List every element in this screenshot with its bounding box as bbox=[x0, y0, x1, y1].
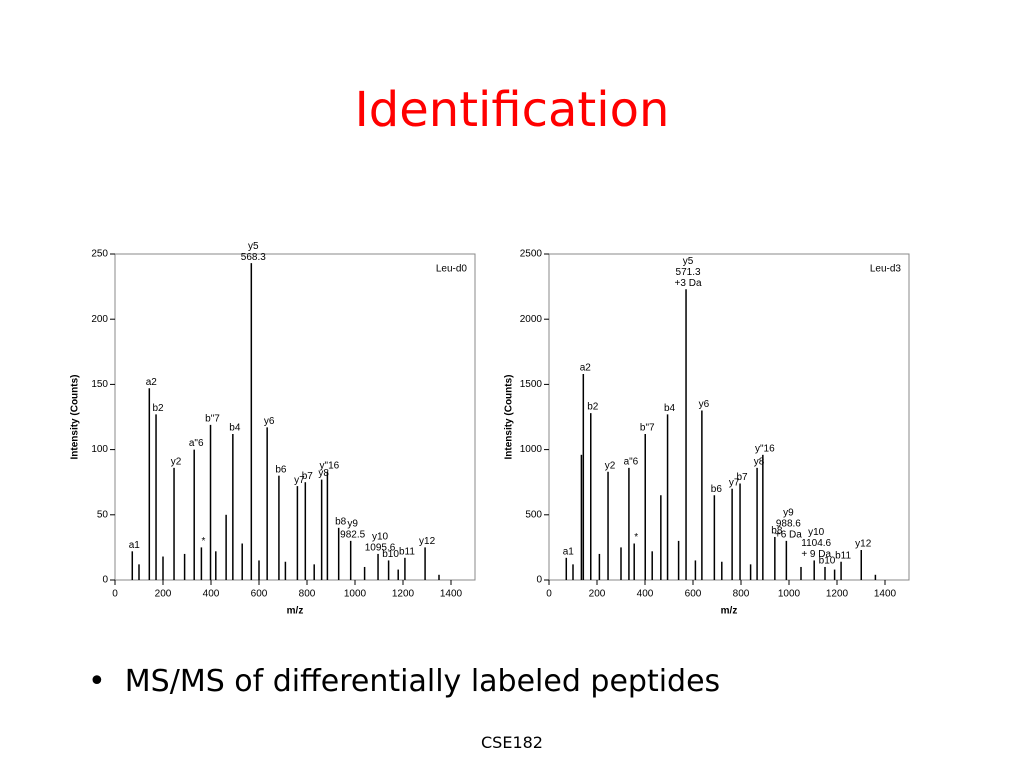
x-tick-label: 600 bbox=[685, 589, 702, 600]
x-axis-label: m/z bbox=[721, 606, 738, 617]
peak-label: y7 bbox=[729, 477, 740, 488]
x-tick-label: 200 bbox=[589, 589, 606, 600]
peak-label: b11 bbox=[399, 546, 415, 557]
peak-label: y12 bbox=[855, 539, 872, 550]
peak-label: 568.3 bbox=[241, 252, 266, 263]
peak-label: y9 bbox=[783, 508, 794, 519]
x-tick-label: 0 bbox=[546, 589, 552, 600]
peak-label: a1 bbox=[563, 546, 575, 557]
chart: 0 50 100 150 200 250 0 200 400 600 800 1000 1200 1400… bbox=[70, 241, 476, 617]
peak-label: b10 bbox=[819, 556, 836, 567]
x-tick-label: 400 bbox=[637, 589, 654, 600]
peak-label: b6 bbox=[275, 464, 287, 475]
peak-label: y6 bbox=[699, 399, 710, 410]
peak-label: a"6 bbox=[189, 438, 204, 449]
x-tick-label: 800 bbox=[733, 589, 750, 600]
peak-label: b7 bbox=[302, 471, 314, 482]
peak-label: a2 bbox=[146, 377, 158, 388]
peak-label: y"16 bbox=[320, 460, 340, 471]
peak-label: + 9 Da bbox=[801, 549, 831, 560]
peak-label: y5 bbox=[683, 256, 694, 267]
bullet-text: MS/MS of differentially labeled peptides bbox=[124, 664, 721, 699]
y-tick-label: 2000 bbox=[520, 314, 543, 325]
peak-label: y6 bbox=[264, 416, 275, 427]
y-axis-label: Intensity (Counts) bbox=[504, 375, 515, 460]
peak-label: b"7 bbox=[640, 423, 655, 434]
peak-label: y10 bbox=[808, 527, 825, 538]
y-axis-label: Intensity (Counts) bbox=[70, 375, 81, 460]
peak-label: b2 bbox=[152, 403, 164, 414]
legend-text: Leu-d3 bbox=[870, 264, 902, 275]
peak-label: b8 bbox=[335, 516, 347, 527]
peak-label: b4 bbox=[229, 423, 241, 434]
x-tick-label: 800 bbox=[299, 589, 316, 600]
y-tick-label: 500 bbox=[525, 509, 542, 520]
plot-frame bbox=[548, 253, 910, 581]
peak-label: b4 bbox=[664, 403, 676, 414]
y-tick-label: 2500 bbox=[520, 249, 543, 260]
x-tick-label: 400 bbox=[203, 589, 220, 600]
x-axis-label: m/z bbox=[287, 606, 304, 617]
x-tick-label: 1200 bbox=[392, 589, 415, 600]
y-tick-label: 0 bbox=[102, 575, 108, 586]
peak-label: b2 bbox=[587, 402, 599, 413]
peak-label: y8 bbox=[754, 456, 765, 467]
x-tick-label: 0 bbox=[112, 589, 118, 600]
peak-label: b"7 bbox=[205, 413, 220, 424]
peak-label: y5 bbox=[248, 241, 259, 252]
peak-label: y12 bbox=[419, 536, 436, 547]
peak-label: y"16 bbox=[755, 443, 775, 454]
y-tick-label: 1500 bbox=[520, 379, 543, 390]
peak-label: b8 bbox=[771, 526, 783, 537]
peak-label: 571.3 bbox=[676, 267, 701, 278]
x-tick-label: 1000 bbox=[778, 589, 801, 600]
x-tick-label: 1400 bbox=[440, 589, 463, 600]
peak-label: a1 bbox=[129, 540, 141, 551]
legend-text: Leu-d0 bbox=[436, 264, 468, 275]
peak-label: b11 bbox=[835, 550, 851, 561]
peak-label: y7 bbox=[294, 475, 305, 486]
peak-label: y2 bbox=[605, 460, 616, 471]
y-tick-label: 200 bbox=[91, 314, 108, 325]
x-tick-label: 1400 bbox=[874, 589, 897, 600]
peak-label: b7 bbox=[736, 472, 748, 483]
y-tick-label: 1000 bbox=[520, 444, 543, 455]
slide-title: Identification bbox=[354, 82, 670, 138]
bullet: • MS/MS of differentially labeled peptid… bbox=[88, 664, 721, 699]
footer: CSE182 bbox=[481, 733, 543, 752]
peak-label: 982.5 bbox=[340, 530, 365, 541]
peak-label: +3 Da bbox=[675, 278, 702, 289]
peak-label: y9 bbox=[347, 519, 358, 530]
peak-label: y10 bbox=[372, 532, 389, 543]
chart: 0 500 1000 1500 2000 2500 0 200 400 600 800 1000 120… bbox=[504, 249, 910, 617]
peak-label: y2 bbox=[171, 456, 182, 467]
peak-label: * bbox=[634, 532, 638, 543]
peak-label: 988.6 bbox=[776, 519, 801, 530]
y-tick-label: 0 bbox=[536, 575, 542, 586]
x-tick-label: 200 bbox=[155, 589, 172, 600]
y-tick-label: 50 bbox=[97, 509, 109, 520]
x-tick-label: 1000 bbox=[344, 589, 367, 600]
y-tick-label: 250 bbox=[91, 249, 108, 260]
x-tick-label: 1200 bbox=[826, 589, 849, 600]
y-tick-label: 150 bbox=[91, 379, 108, 390]
peak-label: * bbox=[201, 536, 205, 547]
peak-label: 1104.6 bbox=[801, 538, 831, 549]
x-tick-label: 600 bbox=[251, 589, 268, 600]
peak-label: b10 bbox=[382, 549, 399, 560]
peak-label: a"6 bbox=[624, 456, 639, 467]
peak-label: 1095.6 bbox=[365, 543, 396, 554]
peak-label: y8 bbox=[318, 468, 329, 479]
peak-label: b6 bbox=[711, 484, 723, 495]
plot-frame bbox=[114, 253, 476, 581]
peak-label: a2 bbox=[580, 363, 592, 374]
peak-label: +6 Da bbox=[775, 530, 802, 541]
y-tick-label: 100 bbox=[91, 444, 108, 455]
